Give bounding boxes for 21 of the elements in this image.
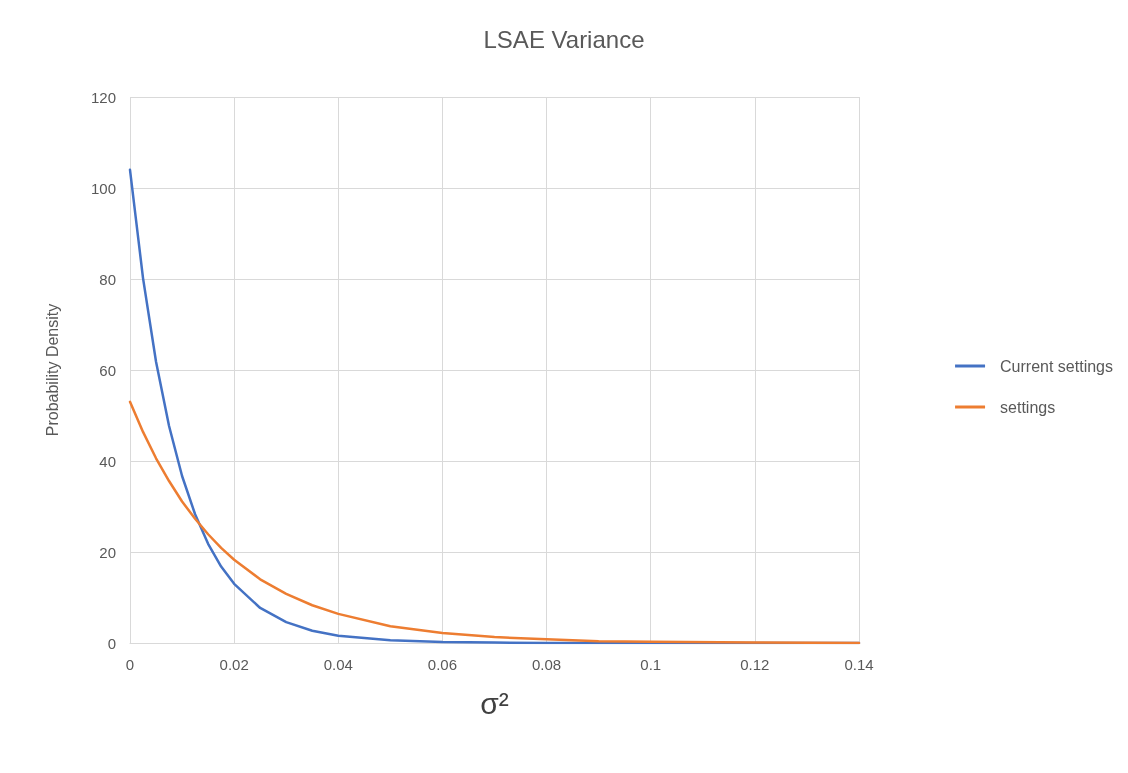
y-axis-title: Probability Density (43, 303, 61, 437)
y-tick-label: 120 (90, 88, 116, 106)
line-series (128, 400, 861, 645)
y-tick-label: 60 (99, 361, 116, 379)
y-tick-label: 40 (99, 452, 116, 470)
y-tick-label: 100 (90, 179, 116, 197)
x-tick-label: 0.1 (640, 656, 662, 673)
x-tick-label: 0.14 (844, 656, 874, 673)
x-tick-label: 0.08 (531, 656, 562, 673)
x-tick-label: 0.12 (740, 656, 770, 673)
x-tick-label: 0.04 (323, 656, 353, 673)
x-axis-title: σ² (480, 686, 509, 720)
legend-label: settings (1000, 398, 1056, 416)
y-tick-label: 80 (99, 270, 116, 288)
x-tick-label: 0.06 (427, 656, 458, 673)
x-tick-label: 0 (125, 656, 135, 673)
chart-title: LSAE Variance (483, 25, 645, 53)
legend-label: Current settings (1000, 357, 1113, 375)
y-tick-label: 20 (99, 543, 116, 561)
y-tick-label: 0 (107, 634, 116, 652)
x-tick-label: 0.02 (219, 656, 249, 673)
